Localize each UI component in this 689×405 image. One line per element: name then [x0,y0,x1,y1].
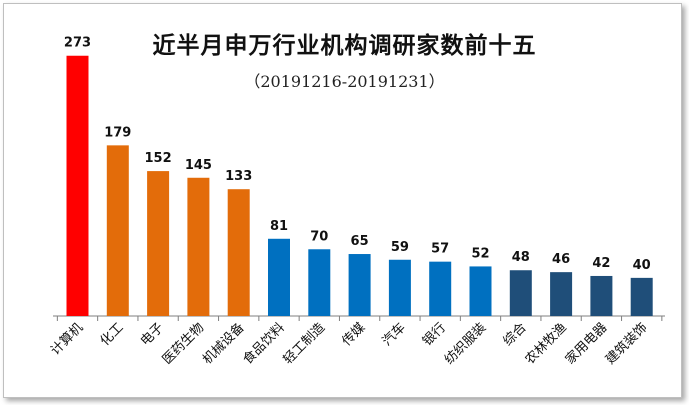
data-label: 40 [633,258,651,273]
x-tick-label: 轻工制造 [281,320,328,367]
bar [308,249,331,316]
x-tick-label: 电子 [138,320,167,349]
bar [388,259,411,316]
bar [509,270,532,316]
bar [348,254,371,316]
data-label: 152 [145,151,172,166]
x-tick-label: 综合 [501,320,530,349]
x-tick-label: 汽车 [379,320,409,350]
bar [550,272,573,316]
data-label: 133 [225,169,252,184]
x-tick-label: 传媒 [339,320,368,349]
x-tick-label: 农林牧渔 [523,320,570,367]
data-label: 46 [552,252,570,267]
bar [469,266,492,316]
bar [630,277,653,316]
x-tick-label: 纺织服装 [442,320,489,367]
bar [66,55,89,317]
bar [106,145,129,316]
data-label: 145 [185,158,212,173]
x-tick-label: 食品饮料 [240,320,288,368]
x-tick-label: 家用电器 [562,320,610,368]
bar [268,238,290,316]
data-label: 70 [310,229,328,244]
bar [187,177,210,316]
data-label: 81 [270,219,288,234]
data-label: 42 [592,256,610,271]
chart-subtitle: （20191216-20191231） [244,72,445,91]
data-label: 179 [104,125,131,140]
data-label: 48 [512,250,530,265]
x-tick-label: 化工 [98,320,127,349]
x-tick-label: 机械设备 [199,320,247,368]
bar [227,189,250,316]
x-tick-label: 医药生物 [160,320,207,367]
x-tick-label: 计算机 [48,320,86,358]
data-label: 59 [391,240,409,255]
data-label: 52 [471,246,489,261]
data-label: 57 [431,242,449,257]
bar [429,261,452,316]
x-tick-label: 建筑装饰 [602,320,650,368]
data-label: 273 [64,36,91,51]
x-tick-label: 银行 [420,320,449,349]
bar [147,171,170,316]
chart-title: 近半月申万行业机构调研家数前十五 [152,33,537,59]
bar [590,275,613,316]
data-label: 65 [351,234,369,249]
